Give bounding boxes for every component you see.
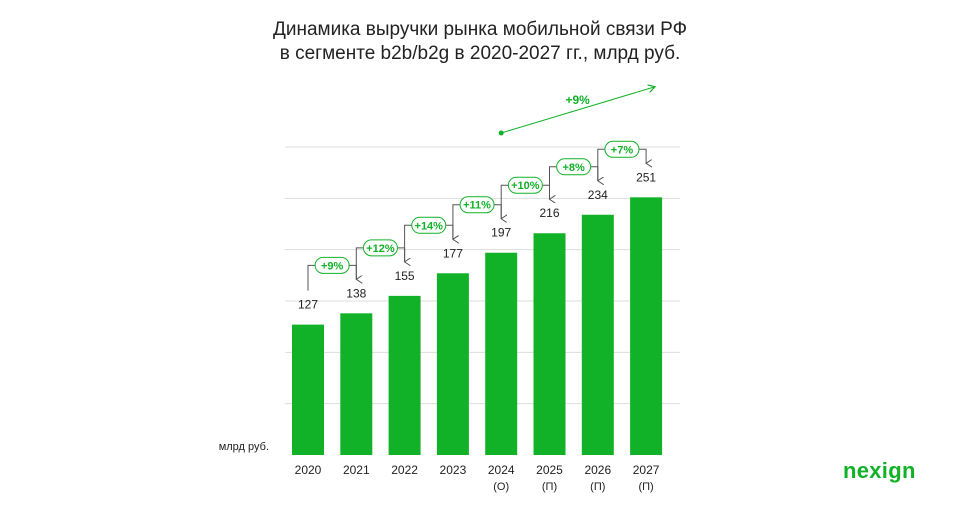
growth-label: +10% [511,180,540,192]
growth-pill [604,140,640,158]
x-tick-note-2027: (П) [638,481,653,493]
growth-annotation-2025: +10% [500,176,549,219]
growth-annotation-2027: +7% [597,140,646,181]
value-label-2022: 155 [395,269,415,283]
growth-label: +14% [415,220,444,232]
chart-title-line-2: в сегменте b2b/b2g в 2020-2027 гг., млрд… [279,43,681,64]
x-tick-label-2027: 2027 [633,463,660,477]
value-label-2027: 251 [636,170,656,184]
growth-label: +7% [611,144,634,156]
cagr-arrow [501,87,654,134]
x-tick-label-2024: 2024 [488,463,515,477]
value-label-2020: 127 [298,298,318,312]
bars [292,197,663,455]
growth-pill [411,216,447,234]
nexign-logo: nexign [843,458,916,483]
bar-2026 [581,214,614,455]
bar-2024 [485,252,518,455]
value-label-2026: 234 [588,188,608,202]
growth-label: +12% [366,243,395,255]
growth-pill [362,239,398,257]
growth-pill [459,196,495,214]
y-axis-label: млрд руб. [219,441,269,453]
bar-2022 [388,295,421,455]
growth-label: +8% [562,162,585,174]
growth-annotation-2024: +11% [452,196,501,240]
growth-label: +9% [321,260,344,272]
bar-2027 [630,197,663,455]
x-tick-label-2026: 2026 [584,463,611,477]
bar-2020 [292,324,324,455]
growth-annotation-2021: +9% [307,256,356,291]
x-tick-note-2024: (О) [493,481,509,493]
x-tick-label-2023: 2023 [440,463,467,477]
chart-title-line-1: Динамика выручки рынка мобильной связи Р… [272,19,688,40]
x-tick-label-2021: 2021 [343,463,370,477]
growth-pill [314,256,350,274]
growth-annotation-2022: +12% [355,239,404,280]
x-tick-note-2026: (П) [590,481,605,493]
value-label-2021: 138 [346,286,366,300]
growth-annotations: +9% +12% +14% +11% +10% +8% +7% +9% [307,87,654,291]
growth-annotation-2023: +14% [404,216,453,262]
growth-pill [556,158,592,176]
chart-title: Динамика выручки рынка мобильной связи Р… [0,18,960,66]
cagr-annotation: +9% [498,87,654,136]
x-tick-note-2025: (П) [542,481,557,493]
growth-label: +11% [463,200,491,212]
cagr-label: +9% [565,93,590,107]
bar-2023 [436,273,469,455]
bar-2025 [533,233,566,455]
value-label-2025: 216 [539,206,559,220]
x-tick-label-2020: 2020 [295,463,322,477]
x-tick-label-2025: 2025 [536,463,563,477]
value-label-2023: 177 [443,246,463,260]
growth-pill [507,176,543,194]
x-axis: 2020 2021 2022 2023 2024 (О) 2025 (П) 2026 (П) 202… [295,463,660,493]
value-label-2024: 197 [491,226,511,240]
data-labels: 127 138 155 177 197 216 234 251 [298,170,656,311]
x-tick-label-2022: 2022 [391,463,418,477]
bar-2021 [340,313,373,455]
